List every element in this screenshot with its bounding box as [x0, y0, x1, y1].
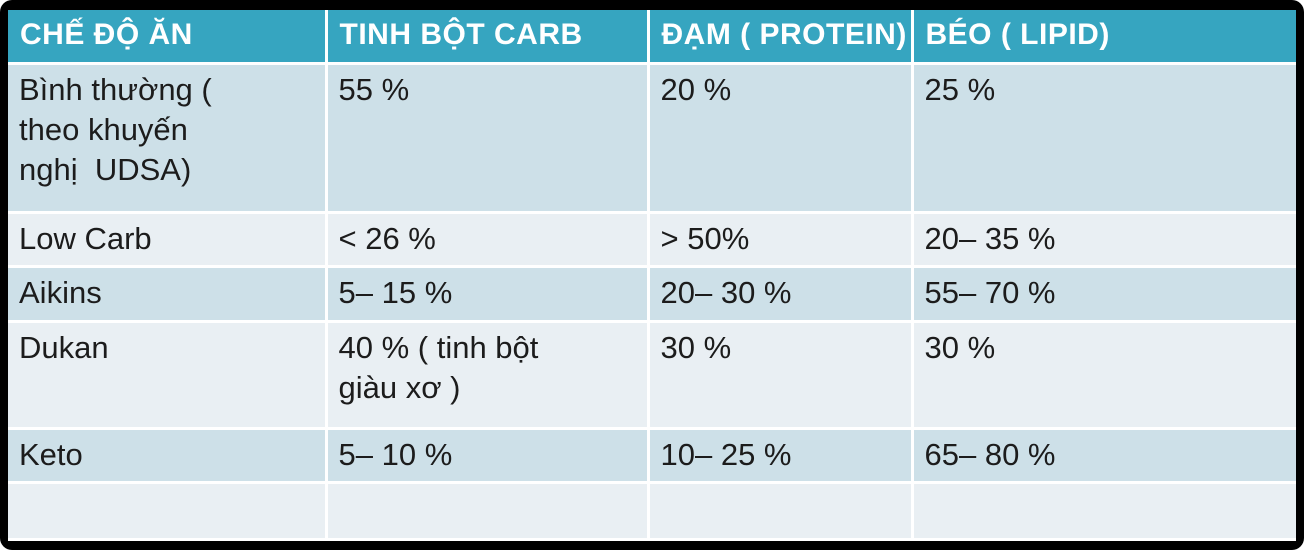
- cell-carb: 55 %: [324, 62, 650, 215]
- cell-protein: 10– 25 %: [646, 427, 914, 484]
- cell-protein: 20 %: [646, 62, 914, 215]
- cell-protein: 20– 30 %: [646, 264, 914, 324]
- table-row-normal: Bình thường ( theo khuyến nghị UDSA) 55 …: [8, 62, 1296, 215]
- header-cell-carb: TINH BỘT CARB: [324, 10, 650, 66]
- cell-lipid: 20– 35 %: [910, 211, 1296, 268]
- cell-diet-name: Aikins: [8, 264, 328, 324]
- table-row-aikins: Aikins 5– 15 % 20– 30 % 55– 70 %: [8, 264, 1296, 324]
- table-row-keto: Keto 5– 10 % 10– 25 % 65– 80 %: [8, 427, 1296, 484]
- cell-carb: 5– 15 %: [324, 264, 650, 324]
- cell-lipid: 30 %: [910, 320, 1296, 431]
- cell-lipid: [910, 480, 1296, 538]
- header-cell-lipid: BÉO ( LIPID): [910, 10, 1296, 66]
- cell-diet-name: Dukan: [8, 320, 328, 431]
- cell-carb: 5– 10 %: [324, 427, 650, 484]
- table-row-lowcarb: Low Carb < 26 % > 50% 20– 35 %: [8, 211, 1296, 268]
- cell-diet-name: Low Carb: [8, 211, 328, 268]
- cell-protein: > 50%: [646, 211, 914, 268]
- cell-lipid: 65– 80 %: [910, 427, 1296, 484]
- cell-carb: [324, 480, 650, 538]
- diet-table-container: CHẾ ĐỘ ĂN TINH BỘT CARB ĐẠM ( PROTEIN) B…: [8, 10, 1296, 541]
- cell-protein: 30 %: [646, 320, 914, 431]
- header-cell-diet: CHẾ ĐỘ ĂN: [8, 10, 328, 66]
- cell-carb: < 26 %: [324, 211, 650, 268]
- cell-diet-name: Keto: [8, 427, 328, 484]
- cell-carb: 40 % ( tinh bột giàu xơ ): [324, 320, 650, 431]
- cell-lipid: 55– 70 %: [910, 264, 1296, 324]
- cell-protein: [646, 480, 914, 538]
- cell-lipid: 25 %: [910, 62, 1296, 215]
- diet-macros-table: CHẾ ĐỘ ĂN TINH BỘT CARB ĐẠM ( PROTEIN) B…: [8, 10, 1296, 538]
- header-cell-protein: ĐẠM ( PROTEIN): [646, 10, 914, 66]
- cell-diet-name: [8, 480, 328, 538]
- header-row: CHẾ ĐỘ ĂN TINH BỘT CARB ĐẠM ( PROTEIN) B…: [8, 10, 1296, 66]
- cell-diet-name: Bình thường ( theo khuyến nghị UDSA): [8, 62, 328, 215]
- table-row-dukan: Dukan 40 % ( tinh bột giàu xơ ) 30 % 30 …: [8, 320, 1296, 431]
- table-row-empty: [8, 480, 1296, 538]
